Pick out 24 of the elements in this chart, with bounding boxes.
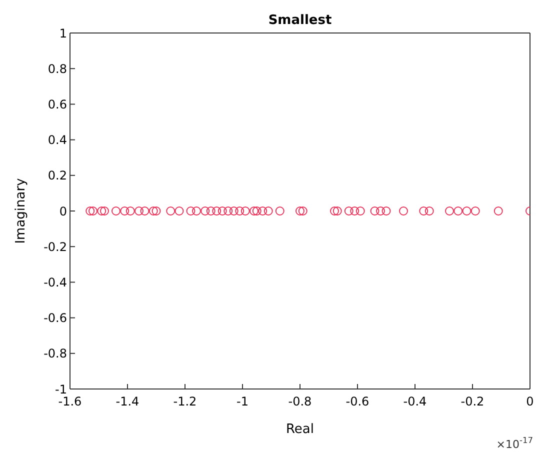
- x-tick-label: -0.6: [346, 394, 370, 409]
- y-tick-label: 0.2: [48, 168, 67, 183]
- x-axis-title: Real: [286, 422, 314, 437]
- y-tick-label: -0.2: [44, 240, 67, 254]
- x-tick-label: -1.4: [116, 394, 140, 409]
- x-tick-label: -1.2: [173, 394, 197, 409]
- y-tick-label: 1: [59, 26, 67, 40]
- y-tick-label: 0.8: [48, 62, 67, 76]
- y-tick-label: -0.4: [44, 275, 67, 290]
- y-axis-title: Imaginary: [14, 178, 29, 244]
- y-tick-label: 0.6: [48, 97, 67, 112]
- x-tick-label: -1.6: [58, 394, 82, 409]
- x-tick-label: -0.4: [403, 394, 427, 409]
- y-tick-label: -1: [55, 382, 67, 396]
- y-tick-label: 0.4: [48, 133, 67, 148]
- x-tick-label: 0: [526, 394, 534, 409]
- chart-title: Smallest: [268, 13, 332, 28]
- x-tick-label: -0.2: [460, 394, 484, 409]
- text: ×10$^{-17}$: [496, 435, 533, 451]
- x-tick-label: -0.8: [288, 394, 312, 409]
- y-tick-label: 0: [59, 204, 67, 218]
- y-tick-label: -0.8: [44, 346, 67, 361]
- x-tick-label: -1: [236, 394, 248, 409]
- y-tick-label: -0.6: [44, 311, 67, 326]
